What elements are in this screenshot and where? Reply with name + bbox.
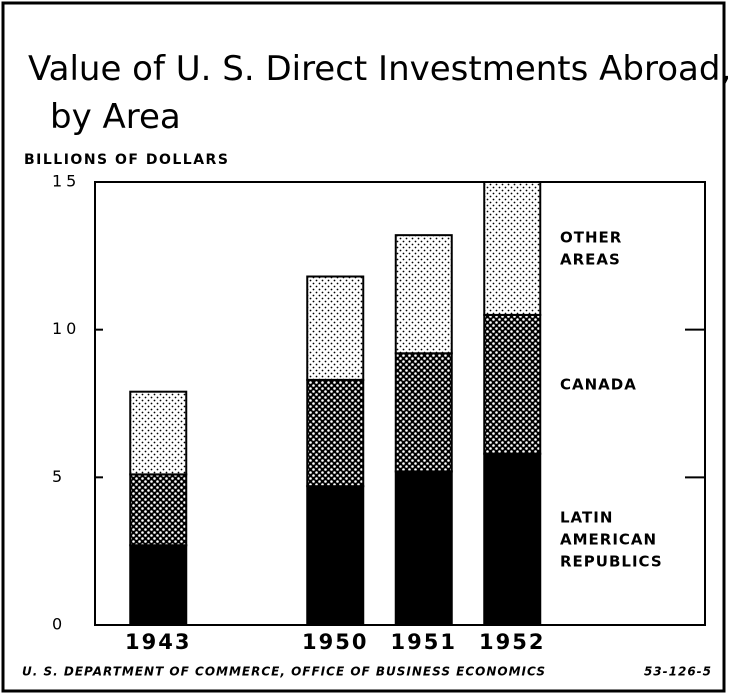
x-tick-label: 1950 bbox=[302, 630, 368, 654]
y-tick-label: 15 bbox=[52, 172, 80, 191]
bar-segment bbox=[483, 452, 542, 626]
legend-label: OTHER AREAS bbox=[560, 228, 629, 268]
source: U. S. DEPARTMENT OF COMMERCE, OFFICE OF … bbox=[22, 665, 546, 679]
legend-label: LATIN AMERICAN REPUBLICS bbox=[560, 508, 663, 570]
x-tick-label: 1943 bbox=[125, 630, 191, 654]
x-tick-label: 1952 bbox=[479, 630, 545, 654]
bar-segment bbox=[129, 390, 188, 476]
y-tick-label: 5 bbox=[52, 467, 66, 486]
bar-segment bbox=[129, 544, 188, 627]
chart-title: Value of U. S. Direct Investments Abroad… bbox=[28, 49, 729, 137]
bar-segment bbox=[394, 470, 453, 626]
bar-segment bbox=[483, 181, 542, 316]
bar-segment bbox=[394, 352, 453, 473]
y-tick-label: 10 bbox=[52, 319, 80, 338]
legend-label: CANADA bbox=[560, 375, 637, 393]
bar-segment bbox=[129, 473, 188, 547]
bar-segment bbox=[306, 485, 365, 626]
y-tick-label: 0 bbox=[52, 615, 66, 634]
bar-segment bbox=[394, 234, 453, 355]
code: 53-126-5 bbox=[644, 665, 712, 679]
bar-segment bbox=[306, 275, 365, 381]
y-axis-label: BILLIONS OF DOLLARS bbox=[24, 152, 229, 168]
bar-segment bbox=[306, 378, 365, 488]
bar-segment bbox=[483, 313, 542, 455]
x-tick-label: 1951 bbox=[391, 630, 457, 654]
